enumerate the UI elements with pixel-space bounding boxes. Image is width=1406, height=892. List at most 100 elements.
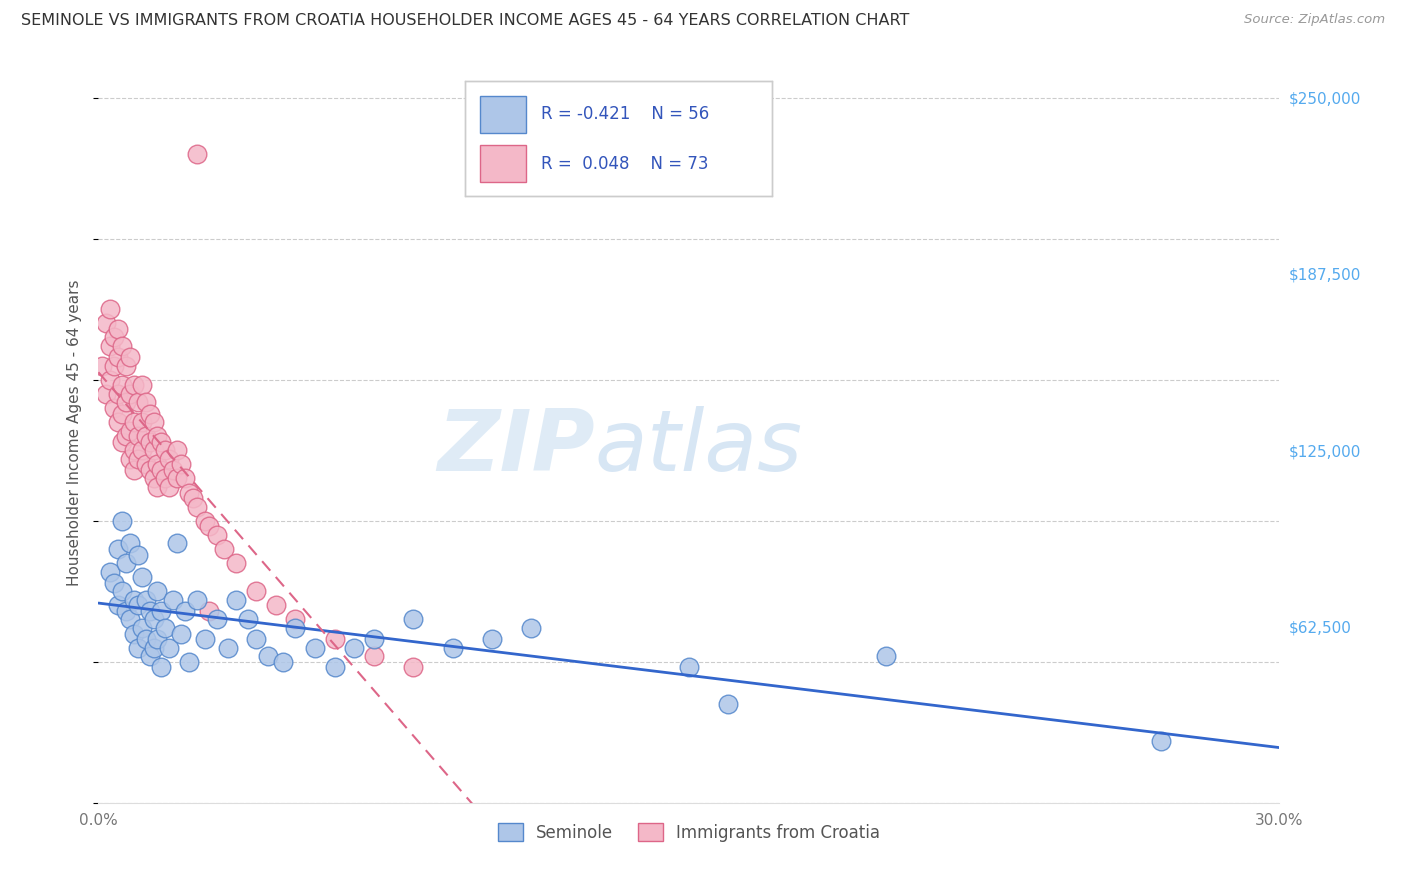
Point [135,429,157,443]
Point [111,584,134,599]
Point [205,612,228,626]
Point [111,514,134,528]
Point [118,536,141,550]
Point [115,429,138,443]
Point [155,471,177,485]
Point [118,424,141,438]
Point [186,147,208,161]
Point [205,528,228,542]
Point [194,514,217,528]
Point [142,415,165,429]
Point [214,541,236,556]
Point [107,541,129,556]
Point [174,471,197,485]
Point [111,339,134,353]
Point [98,302,121,317]
Point [107,415,129,429]
Point [98,373,121,387]
Point [150,434,173,449]
Point [118,350,141,364]
Point [256,649,278,664]
Point [107,322,129,336]
Point [194,632,217,647]
Point [122,443,145,458]
Point [225,556,247,570]
Point [363,632,385,647]
Point [284,621,307,635]
Point [91,359,114,373]
Point [520,621,543,635]
Point [138,604,160,618]
Point [146,584,169,599]
Point [118,387,141,401]
Point [138,407,160,421]
Point [146,429,169,443]
Point [103,330,125,344]
Legend: Seminole, Immigrants from Croatia: Seminole, Immigrants from Croatia [489,815,889,850]
Point [115,556,138,570]
Text: SEMINOLE VS IMMIGRANTS FROM CROATIA HOUSEHOLDER INCOME AGES 45 - 64 YEARS CORREL: SEMINOLE VS IMMIGRANTS FROM CROATIA HOUS… [21,13,910,29]
Point [122,415,145,429]
Point [186,592,208,607]
Point [170,626,193,640]
Point [225,592,247,607]
Point [103,359,125,373]
Point [174,604,197,618]
Point [127,395,149,409]
Point [157,451,180,466]
Point [245,632,267,647]
Point [155,621,177,635]
Point [323,660,346,674]
Point [177,655,200,669]
Point [363,649,385,664]
Point [142,443,165,458]
Point [162,463,184,477]
Point [181,491,204,506]
Point [402,612,425,626]
Point [1150,733,1173,747]
Point [118,451,141,466]
Point [150,463,173,477]
Point [304,640,326,655]
Point [157,640,180,655]
Point [131,443,153,458]
Point [122,378,145,392]
Point [481,632,503,647]
Point [150,660,173,674]
Point [122,626,145,640]
Point [118,612,141,626]
Point [135,458,157,472]
Point [166,471,188,485]
Point [138,463,160,477]
Point [98,565,121,579]
Point [131,570,153,584]
Point [284,612,307,626]
Point [197,604,219,618]
Point [135,395,157,409]
Point [122,463,145,477]
Point [402,660,425,674]
Point [146,632,169,647]
Point [115,395,138,409]
Point [142,640,165,655]
Point [111,407,134,421]
Point [273,655,295,669]
Point [245,584,267,599]
Point [122,592,145,607]
Point [96,316,118,330]
Point [111,378,134,392]
Point [186,500,208,514]
Point [177,485,200,500]
Point [717,697,740,711]
Point [142,471,165,485]
Point [162,592,184,607]
Point [236,612,259,626]
Point [107,387,129,401]
Point [103,401,125,415]
Point [157,480,180,494]
Point [131,378,153,392]
Point [127,451,149,466]
Point [107,599,129,613]
Y-axis label: Householder Income Ages 45 - 64 years: Householder Income Ages 45 - 64 years [67,279,83,586]
Point [115,604,138,618]
